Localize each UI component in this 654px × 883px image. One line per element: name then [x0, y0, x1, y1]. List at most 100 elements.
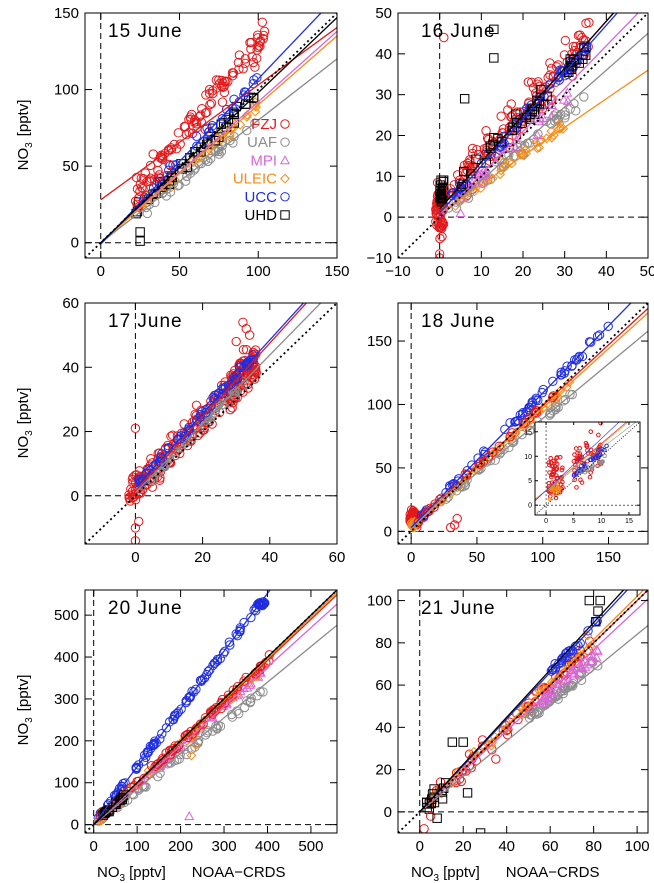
x-tick-label: 150 — [596, 549, 621, 566]
data-point-uhd — [117, 794, 127, 804]
data-point-fzj — [130, 423, 141, 434]
data-point-mpi — [562, 87, 573, 97]
data-point-ucc — [239, 90, 249, 100]
data-point-fzj — [247, 52, 257, 62]
data-point-uaf — [237, 376, 248, 386]
legend-label: ULEIC — [233, 171, 277, 188]
data-point-fzj — [559, 467, 565, 473]
data-point-fzj — [554, 455, 559, 461]
y-tick-label: 10 — [524, 454, 532, 461]
data-point-fzj — [238, 317, 248, 327]
data-point-ucc — [241, 87, 251, 98]
data-point-uhd — [521, 112, 531, 123]
data-point-fzj — [449, 520, 460, 530]
data-point-fzj — [533, 77, 543, 87]
data-point-fzj — [434, 212, 444, 222]
data-point-uaf — [576, 470, 582, 475]
y-tick-label: 50 — [375, 5, 392, 22]
data-point-fzj — [554, 461, 560, 467]
x-axis-label: NO3 [pptv] NOAA−CRDS — [97, 864, 286, 883]
data-point-uaf — [525, 138, 535, 148]
panel-title: 16 June — [421, 21, 496, 42]
data-point-ucc — [196, 676, 207, 686]
data-point-ucc — [480, 447, 491, 457]
data-point-ucc — [164, 165, 174, 175]
x-tick-label: 100 — [125, 838, 150, 855]
data-point-fzj — [478, 456, 489, 467]
data-point-fzj — [571, 459, 577, 464]
data-point-ucc — [185, 692, 195, 703]
data-point-ucc — [583, 626, 593, 636]
data-point-uleic — [519, 150, 530, 161]
data-point-fzj — [241, 324, 251, 334]
data-point-uaf — [579, 92, 589, 102]
y-tick-label: 20 — [62, 424, 79, 441]
data-point-ucc — [213, 388, 224, 399]
data-point-uaf — [240, 702, 250, 713]
one-to-one-line — [398, 590, 648, 833]
data-point-ucc — [131, 764, 142, 774]
data-point-fzj — [214, 75, 224, 85]
data-point-ucc — [197, 407, 207, 417]
y-tick-label: 0 — [71, 235, 79, 252]
data-point-fzj — [523, 77, 534, 87]
data-point-uhd — [435, 180, 445, 190]
data-point-uaf — [200, 730, 211, 740]
data-point-fzj — [180, 122, 191, 132]
data-point-fzj — [239, 676, 249, 686]
y-tick-label: 0 — [71, 488, 79, 505]
data-point-ucc — [217, 114, 228, 124]
data-point-ucc — [563, 646, 573, 657]
data-point-fzj — [572, 452, 577, 457]
data-point-ucc — [478, 446, 489, 456]
data-point-ucc — [499, 138, 509, 149]
y-tick-label: 500 — [54, 607, 79, 624]
data-point-fzj — [227, 68, 238, 78]
data-point-fzj — [196, 110, 206, 120]
data-point-uleic — [186, 750, 197, 761]
y-tick-label: 300 — [54, 691, 79, 708]
data-point-ucc — [244, 358, 254, 368]
data-point-uleic — [409, 516, 420, 527]
panel-title: 15 June — [108, 21, 183, 42]
data-point-fzj — [193, 430, 203, 441]
x-tick-label: 15 — [625, 518, 633, 525]
data-point-ucc — [554, 75, 564, 85]
data-point-uhd — [481, 158, 491, 168]
fit-line-uleic — [419, 590, 645, 813]
data-point-uleic — [452, 482, 463, 493]
data-point-fzj — [494, 441, 504, 452]
data-point-uhd — [489, 53, 499, 63]
data-point-fzj — [548, 455, 553, 461]
data-point-fzj — [238, 64, 248, 74]
legend-marker — [280, 119, 290, 129]
data-point-fzj — [465, 155, 475, 165]
x-tick-label: 20 — [194, 549, 211, 566]
data-point-uaf — [189, 165, 199, 175]
data-point-uaf — [206, 153, 216, 164]
data-point-ucc — [157, 453, 168, 464]
data-point-ucc — [203, 666, 213, 677]
x-tick-label: 0 — [131, 549, 139, 566]
data-point-ucc — [231, 629, 241, 639]
data-point-uaf — [258, 687, 268, 697]
data-point-fzj — [248, 57, 259, 68]
data-point-uaf — [250, 118, 260, 128]
data-point-ucc — [455, 182, 466, 193]
data-point-mpi — [553, 679, 564, 689]
data-point-fzj — [204, 88, 215, 99]
data-point-ucc — [184, 424, 194, 434]
data-point-uhd — [438, 176, 448, 187]
fit-line-ucc — [100, 13, 322, 245]
y-tick-label: 5 — [528, 478, 532, 485]
data-point-uhd — [185, 153, 195, 163]
data-point-fzj — [505, 717, 515, 727]
data-point-ucc — [218, 648, 229, 658]
data-point-uhd — [135, 227, 145, 237]
data-point-ucc — [557, 654, 567, 664]
data-point-uhd — [595, 595, 605, 606]
data-point-uhd — [462, 788, 473, 798]
y-axis-label-text: NO3[pptv] — [15, 675, 35, 746]
data-point-mpi — [585, 651, 596, 661]
data-point-uaf — [181, 749, 192, 760]
